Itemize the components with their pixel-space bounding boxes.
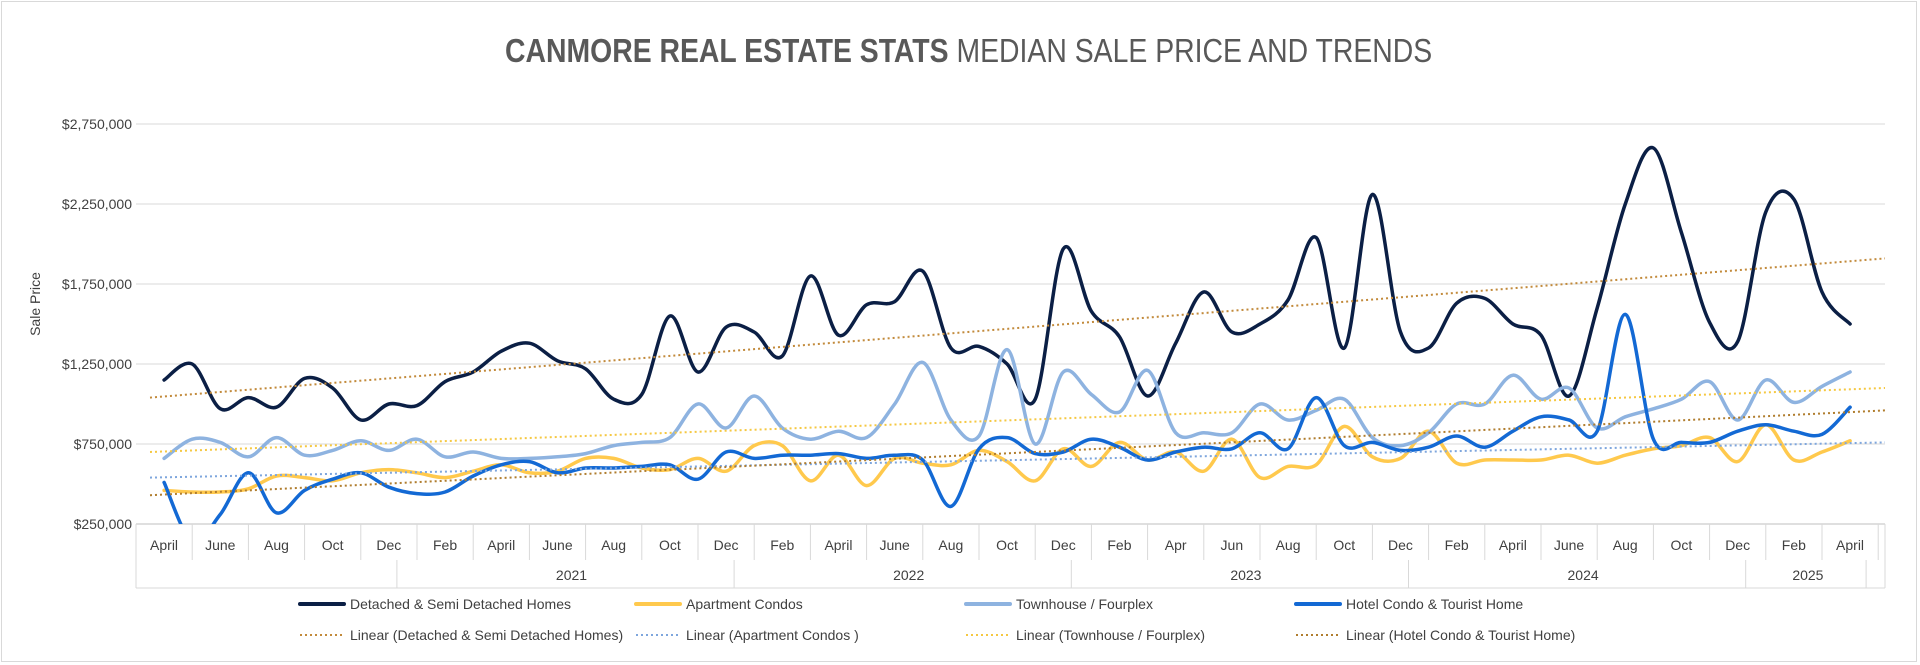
x-tick-label: Oct	[996, 537, 1018, 553]
x-tick-label: Feb	[433, 537, 457, 553]
legend-label: Townhouse / Fourplex	[1016, 596, 1153, 612]
x-year-label: 2022	[893, 567, 924, 583]
x-tick-label: Oct	[1333, 537, 1355, 553]
chart-title: CANMORE REAL ESTATE STATS MEDIAN SALE PR…	[505, 32, 1432, 70]
x-tick-label: Oct	[322, 537, 344, 553]
x-tick-label: April	[824, 537, 852, 553]
x-tick-label: April	[150, 537, 178, 553]
x-year-label: 2023	[1230, 567, 1261, 583]
x-year-label: 2021	[556, 567, 587, 583]
x-tick-label: Feb	[1107, 537, 1131, 553]
legend-label: Linear (Apartment Condos )	[686, 627, 859, 643]
legend-label: Linear (Townhouse / Fourplex)	[1016, 627, 1205, 643]
x-tick-label: Feb	[770, 537, 794, 553]
plot-area	[149, 146, 1885, 524]
chart-title-rest: MEDIAN SALE PRICE AND TRENDS	[956, 32, 1433, 69]
legend-label: Hotel Condo & Tourist Home	[1346, 596, 1523, 612]
chart-title-bold: CANMORE REAL ESTATE STATS	[505, 32, 949, 69]
x-tick-label: Feb	[1782, 537, 1806, 553]
x-tick-label: Aug	[1276, 537, 1301, 553]
legend-label: Linear (Hotel Condo & Tourist Home)	[1346, 627, 1575, 643]
x-tick-label: Oct	[659, 537, 681, 553]
x-tick-label: Dec	[1388, 537, 1413, 553]
trendline-4	[149, 409, 1885, 497]
x-year-label: 2024	[1568, 567, 1599, 583]
y-tick-label: $2,750,000	[62, 116, 132, 132]
x-tick-label: April	[1499, 537, 1527, 553]
x-tick-label: Aug	[601, 537, 626, 553]
x-tick-label: Aug	[264, 537, 289, 553]
y-tick-label: $1,750,000	[62, 276, 132, 292]
x-tick-label: Apr	[1165, 537, 1187, 553]
x-tick-label: June	[1554, 537, 1585, 553]
x-tick-label: Feb	[1445, 537, 1469, 553]
trendline-2	[149, 441, 1885, 479]
x-tick-label: Dec	[714, 537, 739, 553]
x-year-label: 2025	[1792, 567, 1823, 583]
x-tick-label: June	[542, 537, 573, 553]
y-tick-label: $250,000	[74, 516, 133, 532]
series-line-1	[162, 146, 1852, 422]
x-tick-label: Aug	[938, 537, 963, 553]
x-tick-label: Jun	[1221, 537, 1244, 553]
series-line-2	[162, 423, 1852, 495]
x-tick-label: Dec	[1051, 537, 1076, 553]
x-tick-label: June	[205, 537, 236, 553]
y-axis-label: Sale Price	[27, 272, 43, 336]
y-tick-label: $750,000	[74, 436, 133, 452]
x-tick-label: Oct	[1671, 537, 1693, 553]
y-tick-label: $1,250,000	[62, 356, 132, 372]
x-tick-label: June	[879, 537, 910, 553]
x-tick-label: Dec	[376, 537, 401, 553]
x-tick-label: April	[487, 537, 515, 553]
trendline-1	[149, 257, 1885, 399]
x-tick-label: Aug	[1613, 537, 1638, 553]
legend-label: Detached & Semi Detached Homes	[350, 596, 571, 612]
series-line-3	[162, 347, 1852, 461]
legend-label: Apartment Condos	[686, 596, 803, 612]
trendline-3	[149, 387, 1885, 453]
x-tick-label: April	[1836, 537, 1864, 553]
y-tick-label: $2,250,000	[62, 196, 132, 212]
series-line-4	[162, 312, 1852, 524]
legend-label: Linear (Detached & Semi Detached Homes)	[350, 627, 623, 643]
x-tick-label: Dec	[1725, 537, 1750, 553]
